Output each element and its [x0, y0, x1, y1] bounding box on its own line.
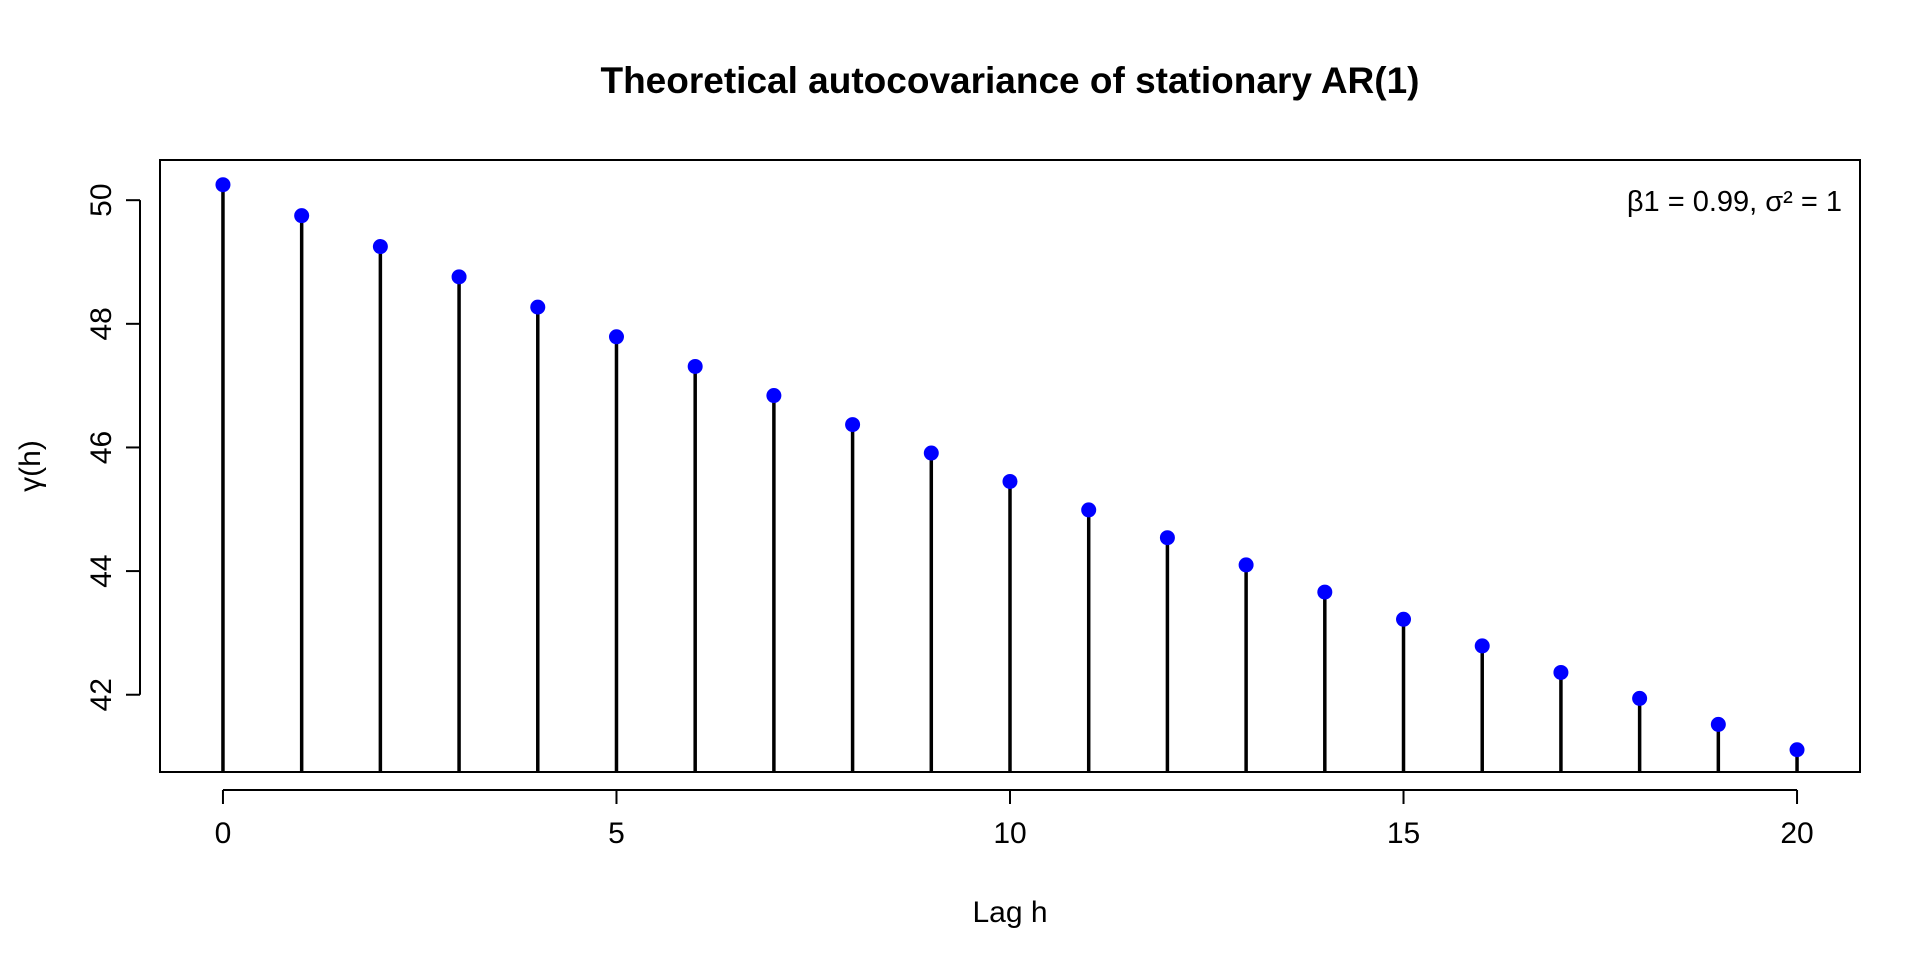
y-tick-label: 48	[85, 307, 118, 340]
x-tick-label: 15	[1387, 817, 1420, 850]
data-point	[1159, 530, 1175, 546]
data-point	[1474, 638, 1490, 654]
data-point	[1081, 502, 1097, 518]
data-point	[766, 388, 782, 404]
parameter-annotation: β1 = 0.99, σ² = 1	[1627, 186, 1842, 218]
data-point	[608, 329, 624, 345]
data-point	[372, 239, 388, 255]
data-point	[1632, 690, 1648, 706]
x-tick-label: 0	[215, 817, 232, 850]
x-tick-label: 10	[993, 817, 1026, 850]
data-point	[1789, 742, 1805, 758]
x-axis-label: Lag h	[972, 896, 1047, 929]
data-point	[1238, 557, 1254, 573]
y-tick-label: 44	[85, 554, 118, 587]
data-point	[530, 299, 546, 315]
data-point	[215, 177, 231, 193]
x-tick-label: 5	[608, 817, 625, 850]
y-tick-label: 46	[85, 431, 118, 464]
chart-title: Theoretical autocovariance of stationary…	[600, 60, 1419, 101]
y-tick-label: 42	[85, 678, 118, 711]
data-point	[294, 208, 310, 224]
data-point	[1317, 584, 1333, 600]
stems-layer	[221, 184, 1799, 772]
data-point	[845, 417, 861, 433]
data-point	[1710, 716, 1726, 732]
y-axis: 42 44 46 48 50	[85, 183, 141, 711]
plot-frame	[159, 159, 1861, 773]
data-point	[1002, 473, 1018, 489]
data-point	[687, 358, 703, 374]
y-axis-label: γ(h)	[14, 440, 47, 492]
x-axis: 0 5 10 15 20	[215, 789, 1814, 850]
x-tick-label: 20	[1780, 817, 1813, 850]
data-point	[451, 269, 467, 285]
data-point	[923, 445, 939, 461]
y-tick-label: 50	[85, 183, 118, 216]
points-layer	[215, 177, 1805, 758]
data-point	[1396, 611, 1412, 627]
data-point	[1553, 664, 1569, 680]
